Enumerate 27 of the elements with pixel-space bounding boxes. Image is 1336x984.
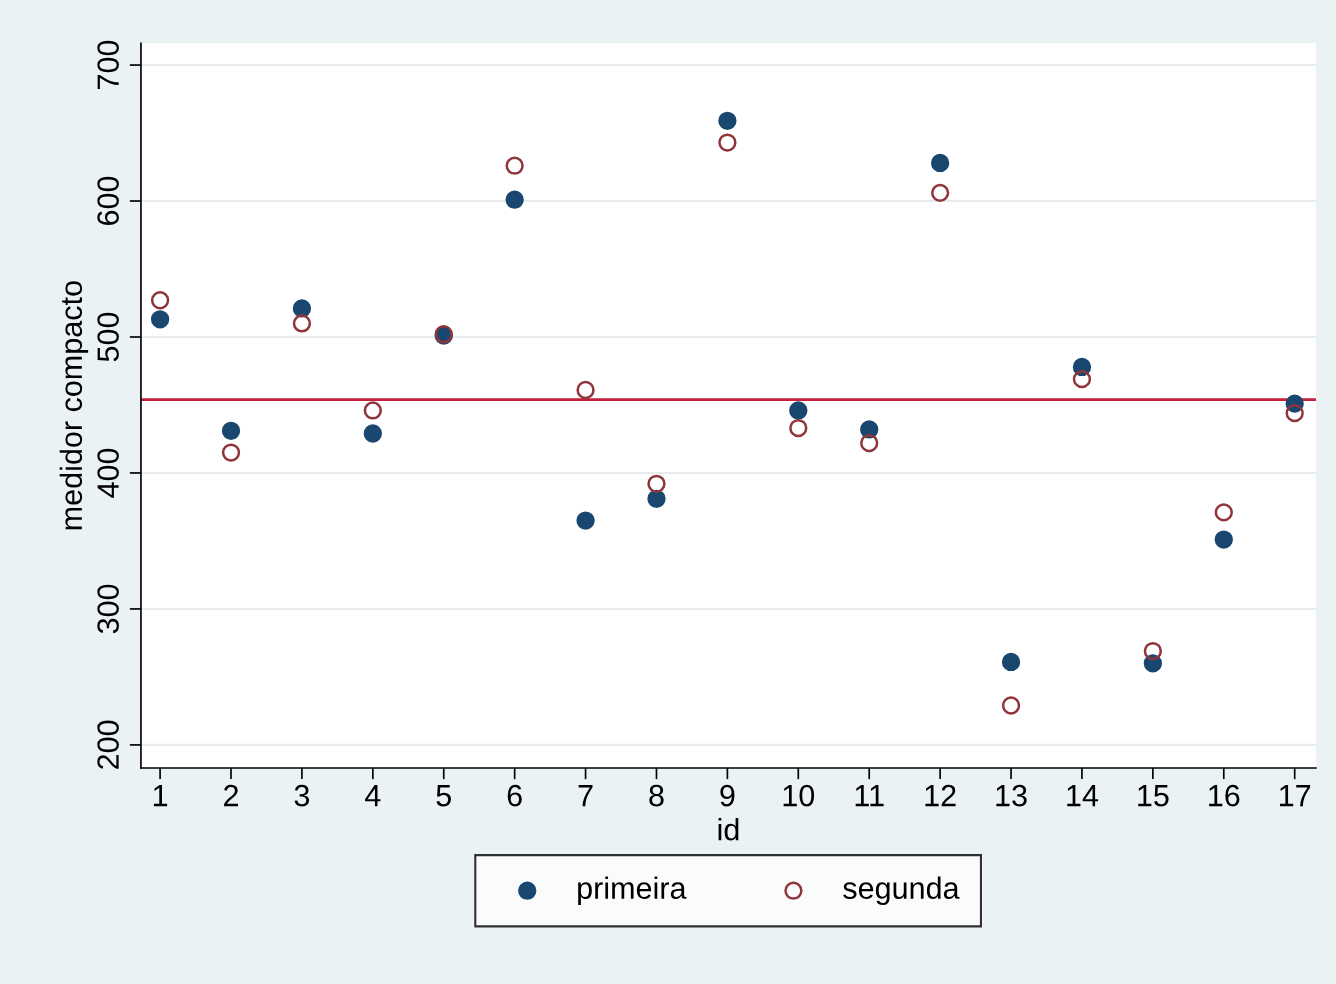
legend-label: segunda xyxy=(843,876,960,906)
x-tick-label: 1 xyxy=(153,785,168,807)
x-tick-label: 8 xyxy=(649,784,664,807)
x-tick-label: 11 xyxy=(855,785,884,807)
x-tick-label: 5 xyxy=(436,785,451,807)
y-axis-title: medidor compacto xyxy=(59,281,89,530)
y-tick-label: 600 xyxy=(97,176,119,225)
y-tick-label: 300 xyxy=(97,584,119,634)
x-tick-label: 10 xyxy=(783,784,815,807)
y-tick-label: 400 xyxy=(97,448,119,498)
y-tick-label: 200 xyxy=(97,720,119,769)
x-tick-label: 12 xyxy=(925,784,956,807)
x-tick-label: 16 xyxy=(1209,784,1240,807)
x-tick-label: 3 xyxy=(294,784,310,807)
legend-label: primeira xyxy=(578,876,687,906)
x-tick-label: 15 xyxy=(1138,785,1169,807)
x-tick-label: 9 xyxy=(720,784,735,807)
x-tick-label: 6 xyxy=(507,784,522,807)
x-tick-label: 4 xyxy=(365,785,381,807)
x-tick-label: 2 xyxy=(224,784,238,807)
x-tick-label: 17 xyxy=(1280,785,1311,807)
x-axis-title: id xyxy=(718,818,739,841)
x-tick-label: 13 xyxy=(996,784,1027,807)
y-tick-label: 500 xyxy=(97,312,119,362)
y-tick-label: 700 xyxy=(97,40,119,89)
x-tick-label: 7 xyxy=(578,785,593,807)
x-tick-label: 14 xyxy=(1067,785,1099,807)
